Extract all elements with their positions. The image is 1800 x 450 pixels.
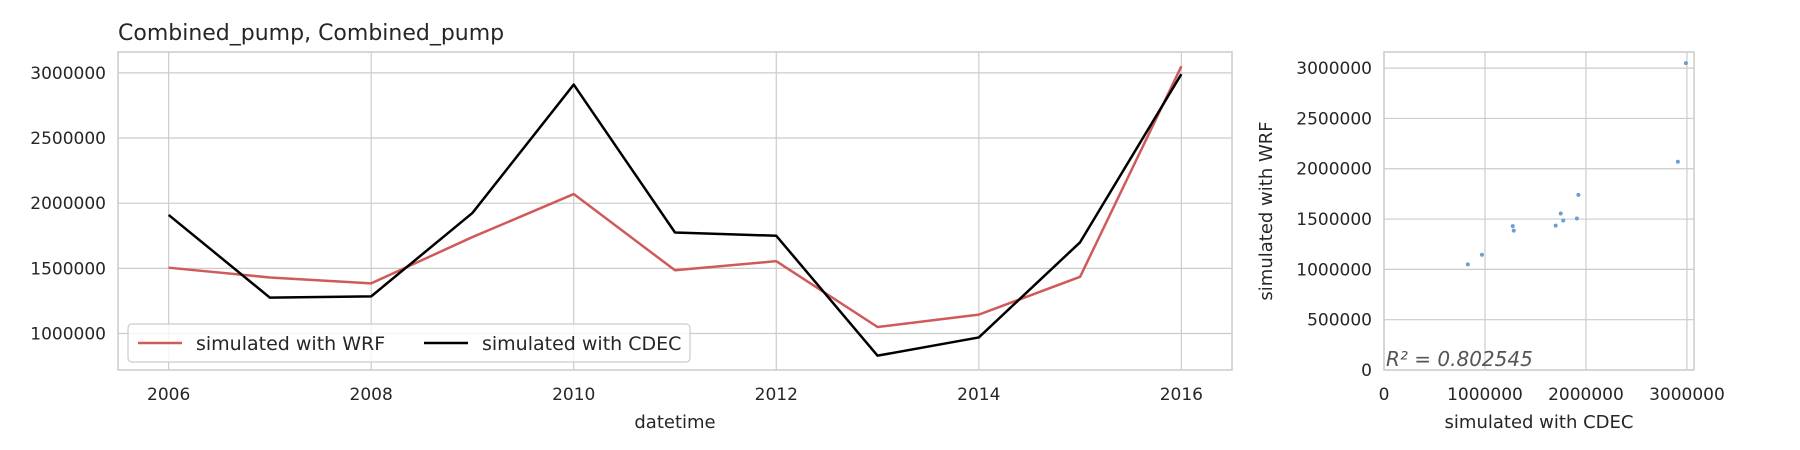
scatter-point (1683, 61, 1688, 66)
y-tick-label: 3000000 (30, 64, 106, 84)
scatter-chart: 0 1000000 2000000 3000000 0 500000 1000000 150… (1256, 51, 1725, 433)
scatter-y-tick-label: 2500000 (1296, 109, 1372, 129)
series-line-cdec (167, 73, 1183, 357)
line-chart-grid (118, 52, 1232, 370)
y-tick-label: 1000000 (30, 325, 106, 345)
scatter-y-tick-label: 2000000 (1296, 160, 1372, 180)
line-chart-frame (117, 51, 1233, 371)
scatter-point (1479, 252, 1484, 257)
scatter-x-tick-label: 3000000 (1649, 385, 1725, 405)
r-squared-annotation: R² = 0.802545 (1386, 347, 1533, 371)
legend-box (127, 323, 691, 363)
scatter-x-tick-label: 2000000 (1548, 385, 1624, 405)
legend-label-wrf: simulated with WRF (196, 333, 385, 355)
scatter-point (1561, 218, 1566, 223)
scatter-chart-frame (1383, 51, 1695, 371)
x-tick-label: 2016 (1160, 385, 1203, 405)
scatter-x-axis-label: simulated with CDEC (1445, 412, 1634, 433)
series-line-wrf (168, 65, 1183, 329)
scatter-y-tick-label: 0 (1361, 361, 1372, 381)
scatter-point (1558, 211, 1563, 216)
y-tick-labels: 1000000 1500000 2000000 2500000 3000000 (30, 64, 106, 345)
scatter-point (1510, 224, 1515, 229)
y-tick-label: 2500000 (30, 129, 106, 149)
x-tick-label: 2014 (957, 385, 1000, 405)
x-tick-label: 2012 (755, 385, 798, 405)
scatter-y-tick-label: 1500000 (1296, 210, 1372, 230)
scatter-y-tick-labels: 0 500000 1000000 1500000 2000000 2500000 30000… (1296, 59, 1372, 381)
x-tick-label: 2010 (552, 385, 595, 405)
scatter-x-tick-label: 1000000 (1447, 385, 1523, 405)
x-axis-label: datetime (634, 412, 715, 433)
y-tick-label: 1500000 (30, 259, 106, 279)
y-tick-label: 2000000 (30, 194, 106, 214)
legend-label-cdec: simulated with CDEC (482, 333, 681, 355)
scatter-point (1576, 192, 1581, 197)
scatter-point (1574, 216, 1579, 221)
line-chart-series (167, 65, 1183, 357)
x-tick-label: 2006 (147, 385, 190, 405)
scatter-points (1465, 61, 1688, 267)
scatter-x-tick-labels: 0 1000000 2000000 3000000 (1379, 385, 1725, 405)
scatter-y-axis-label: simulated with WRF (1256, 121, 1277, 300)
scatter-point (1465, 262, 1470, 267)
chart-title: Combined_pump, Combined_pump (118, 21, 504, 46)
x-tick-label: 2008 (350, 385, 393, 405)
scatter-point (1511, 228, 1516, 233)
line-chart: Combined_pump, Combined_pump 2006 2008 201… (30, 21, 1233, 433)
legend: simulated with WRF simulated with CDEC (127, 323, 691, 363)
x-tick-labels: 2006 2008 2010 2012 2014 2016 (147, 385, 1203, 405)
scatter-y-tick-label: 500000 (1307, 311, 1372, 331)
scatter-chart-grid (1383, 52, 1694, 371)
scatter-y-tick-label: 1000000 (1296, 260, 1372, 280)
scatter-point (1675, 159, 1680, 164)
scatter-y-tick-label: 3000000 (1296, 59, 1372, 79)
scatter-point (1553, 223, 1558, 228)
scatter-x-tick-label: 0 (1379, 385, 1390, 405)
